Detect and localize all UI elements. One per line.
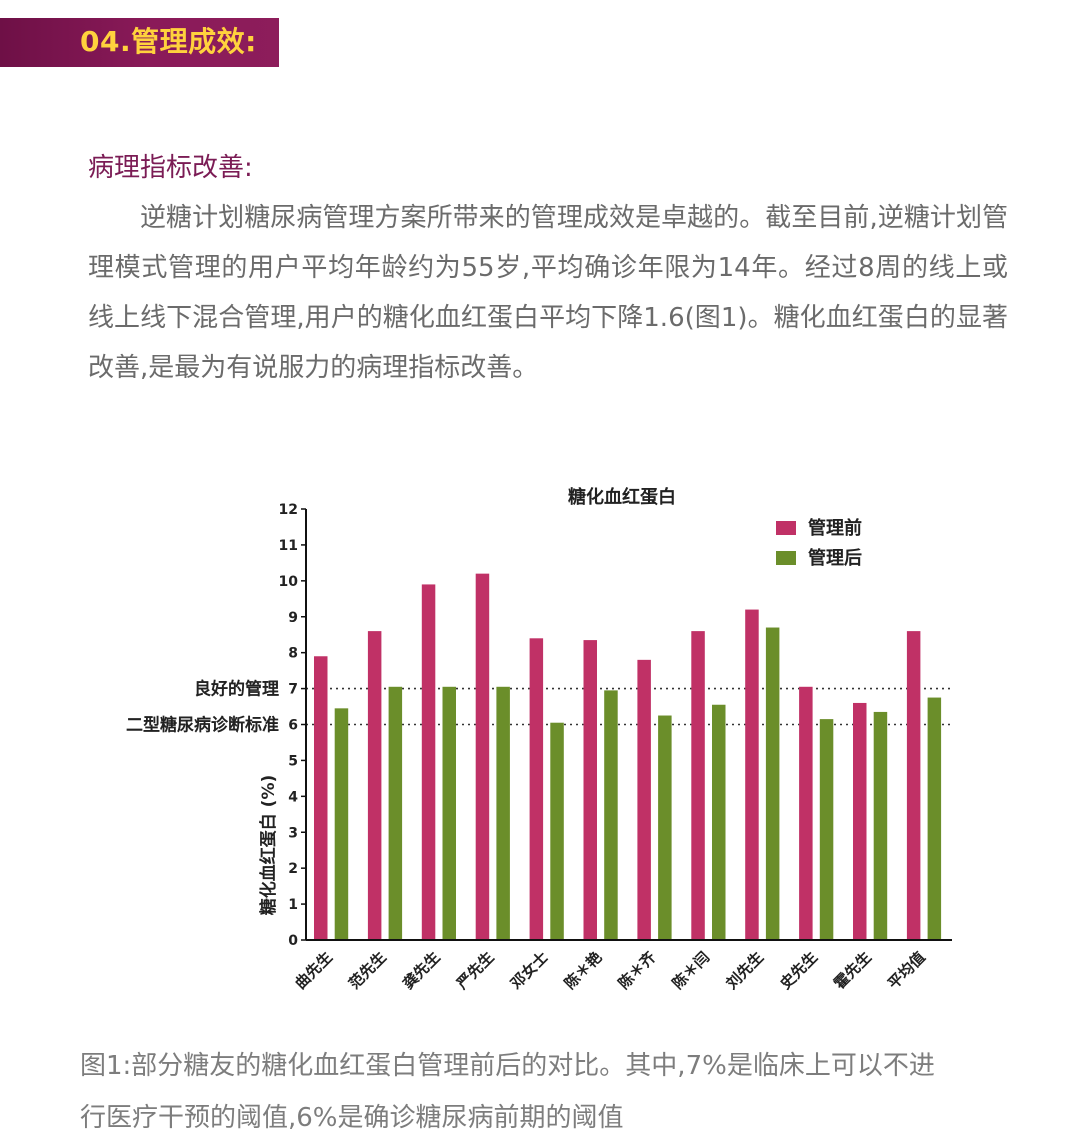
bar-before-11 — [906, 631, 921, 940]
bar-after-3 — [496, 686, 510, 940]
bar-before-6 — [637, 659, 651, 940]
x-tick-label-11: 平均值 — [884, 948, 929, 993]
chart-container: 糖化血红蛋白 良好的管理 二型糖尿病诊断标准 曲先生 范先生 龚先生 严先生 邓女士 陈＊艳 陈＊… — [0, 470, 1080, 1030]
bar-after-7 — [712, 704, 726, 940]
x-tick-label-4: 邓女士 — [507, 948, 552, 993]
bar-before-3 — [475, 573, 490, 940]
bar-after-9 — [819, 719, 834, 940]
x-tick-label-5: 陈＊艳 — [561, 948, 606, 993]
x-tick-label-9: 史先生 — [776, 948, 821, 993]
bar-before-2 — [421, 584, 436, 940]
bar-after-1 — [388, 686, 403, 940]
bar-after-5 — [604, 690, 618, 940]
legend-label-1: 管理后 — [808, 547, 862, 569]
y-tick-label-5: 5 — [288, 753, 298, 769]
legend-swatch-1 — [776, 551, 796, 565]
y-tick-label-7: 7 — [288, 682, 298, 698]
x-tick-label-6: 陈＊齐 — [615, 947, 660, 992]
x-tick-label-2: 龚先生 — [399, 948, 444, 993]
bar-after-4 — [550, 722, 564, 940]
y-tick-label-3: 3 — [288, 825, 298, 841]
section-header-title: 04.管理成效: — [80, 25, 257, 58]
y-tick-label-1: 1 — [288, 897, 298, 913]
bar-before-7 — [691, 631, 705, 940]
chart-title: 糖化血红蛋白 — [568, 486, 676, 508]
figure-caption: 图1:部分糖友的糖化血红蛋白管理前后的对比。其中,7%是临床上可以不进行医疗干预… — [80, 1051, 935, 1133]
reference-line-label-1: 二型糖尿病诊断标准 — [126, 715, 279, 736]
y-tick-label-8: 8 — [288, 646, 298, 662]
section-header-band — [0, 18, 279, 67]
x-tick-label-0: 曲先生 — [291, 948, 336, 993]
x-tick-label-3: 严先生 — [452, 948, 497, 993]
y-tick-label-11: 11 — [279, 538, 298, 554]
bar-before-9 — [799, 686, 813, 940]
bar-after-0 — [334, 708, 349, 940]
y-tick-label-9: 9 — [288, 610, 298, 626]
bar-before-10 — [853, 702, 867, 940]
bar-before-8 — [745, 609, 759, 940]
x-tick-label-10: 霍先生 — [830, 948, 875, 993]
y-tick-label-4: 4 — [288, 789, 298, 805]
y-axis-label: 糖化血红蛋白 (%) — [258, 775, 279, 916]
section-subtitle: 病理指标改善: — [88, 153, 253, 183]
reference-line-label-0: 良好的管理 — [194, 679, 279, 700]
y-tick-label-6: 6 — [288, 718, 298, 734]
legend-label-0: 管理前 — [808, 517, 862, 539]
bar-after-10 — [873, 711, 888, 940]
section-paragraph: 逆糖计划糖尿病管理方案所带来的管理成效是卓越的。截至目前,逆糖计划管理模式管理的… — [88, 203, 1008, 383]
bar-before-1 — [367, 631, 382, 940]
bar-after-11 — [927, 697, 942, 940]
bar-before-5 — [583, 640, 597, 940]
x-tick-label-1: 范先生 — [345, 948, 390, 993]
y-tick-label-12: 12 — [279, 502, 298, 518]
bar-after-6 — [658, 715, 672, 940]
x-tick-label-7: 陈＊闫 — [669, 948, 714, 993]
y-tick-label-2: 2 — [288, 861, 298, 877]
bar-after-2 — [442, 686, 456, 940]
bar-before-4 — [529, 638, 544, 940]
bar-after-8 — [765, 627, 780, 940]
y-tick-label-10: 10 — [279, 574, 299, 590]
bar-before-0 — [314, 656, 328, 940]
x-tick-label-8: 刘先生 — [723, 948, 768, 993]
legend-swatch-0 — [776, 521, 796, 535]
y-tick-label-0: 0 — [288, 933, 298, 949]
